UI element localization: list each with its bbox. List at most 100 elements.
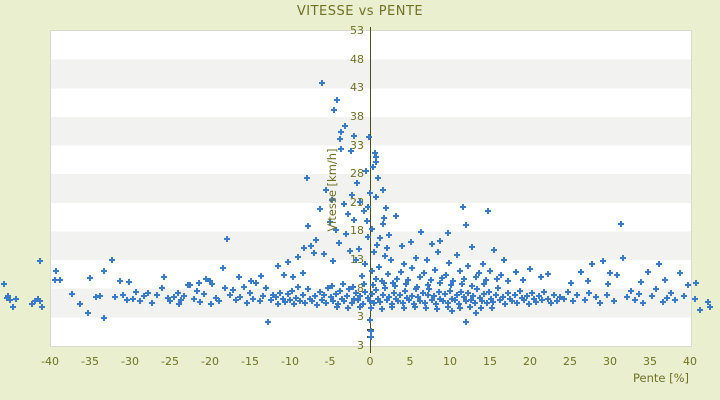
x-axis-title: Pente [%] [632, 371, 690, 385]
scatter-point [372, 159, 379, 166]
scatter-point [400, 305, 407, 312]
scatter-point [93, 293, 100, 300]
scatter-point [126, 279, 133, 285]
scatter-point [290, 274, 297, 281]
scatter-point [655, 261, 662, 268]
scatter-point [171, 294, 177, 301]
scatter-point [347, 147, 354, 154]
scatter-point [635, 291, 642, 298]
scatter-point [356, 303, 363, 310]
scatter-point [386, 293, 393, 300]
scatter-point [607, 270, 613, 277]
scatter-point [348, 300, 355, 307]
scatter-point [357, 292, 364, 299]
scatter-point [380, 215, 387, 222]
scatter-point [235, 273, 242, 280]
scatter-point [465, 290, 472, 297]
x-tick-label: 35 [643, 355, 657, 368]
scatter-point [355, 245, 362, 252]
scatter-point [39, 303, 45, 310]
scatter-point [338, 128, 345, 135]
scatter-point [593, 294, 600, 301]
scatter-point [123, 296, 130, 303]
scatter-point [406, 296, 413, 303]
scatter-point [379, 292, 386, 299]
scatter-point [619, 254, 626, 261]
chart-title: VITESSE vs PENTE [296, 4, 424, 19]
scatter-point [417, 298, 424, 305]
scatter-point [247, 278, 254, 285]
y-axis-bottom-label: 3 [357, 339, 364, 352]
scatter-point [85, 309, 92, 316]
scatter-point [355, 297, 361, 304]
scatter-point [57, 277, 64, 284]
scatter-point [35, 296, 41, 303]
scatter-point [233, 296, 240, 303]
scatter-point [691, 295, 698, 302]
scatter-point [447, 282, 454, 289]
scatter-point [461, 276, 468, 283]
scatter-point [136, 298, 143, 305]
scatter-point [367, 333, 374, 340]
scatter-point [314, 301, 321, 308]
scatter-point [463, 319, 469, 326]
scatter-point [230, 287, 237, 294]
x-tick-label: -30 [121, 355, 139, 368]
scatter-point [375, 175, 381, 182]
scatter-point [270, 291, 277, 298]
scatter-point [648, 292, 655, 299]
scatter-point [187, 282, 193, 289]
scatter-point [473, 309, 480, 316]
scatter-point [541, 289, 548, 296]
scatter-point [582, 296, 589, 303]
scatter-point [336, 135, 343, 142]
scatter-point [680, 293, 687, 300]
scatter-point [359, 301, 366, 308]
scatter-point [367, 317, 373, 324]
scatter-point [373, 287, 380, 294]
scatter-point [476, 295, 483, 302]
scatter-point [427, 276, 434, 283]
scatter-point [222, 284, 229, 291]
scatter-point [486, 289, 493, 296]
scatter-point [472, 274, 479, 281]
scatter-point [272, 293, 279, 300]
scatter-point [471, 300, 478, 307]
scatter-point [502, 300, 509, 307]
scatter-point [267, 296, 274, 303]
scatter-point [445, 304, 452, 311]
scatter-point [459, 203, 466, 210]
scatter-point [391, 283, 398, 289]
scatter-point [456, 305, 463, 312]
x-tick-label: -40 [41, 355, 59, 368]
scatter-point [367, 304, 374, 311]
scatter-point [570, 298, 577, 305]
scatter-point [342, 123, 349, 130]
scatter-point [379, 221, 386, 228]
scatter-point [363, 167, 369, 174]
scatter-point [175, 300, 182, 307]
scatter-point [159, 284, 165, 291]
scatter-point [379, 186, 386, 193]
scatter-point [371, 149, 378, 156]
scatter-point [100, 315, 107, 322]
scatter-point [386, 232, 393, 239]
scatter-point [325, 285, 332, 292]
scatter-point [554, 297, 561, 304]
scatter-point [498, 272, 505, 279]
x-tick-label: 20 [523, 355, 537, 368]
scatter-point [627, 287, 634, 294]
scatter-point [311, 292, 318, 299]
y-tick-label: 8 [357, 281, 364, 295]
scatter-point [423, 257, 430, 264]
scatter-point [383, 244, 390, 251]
scatter-point [497, 297, 504, 304]
scatter-point [578, 268, 585, 275]
scatter-point [459, 280, 465, 287]
scatter-point [390, 280, 397, 287]
scatter-point [207, 277, 213, 284]
scatter-point [0, 281, 7, 288]
scatter-point [533, 299, 540, 306]
scatter-point [339, 296, 345, 303]
scatter-point [460, 293, 467, 300]
